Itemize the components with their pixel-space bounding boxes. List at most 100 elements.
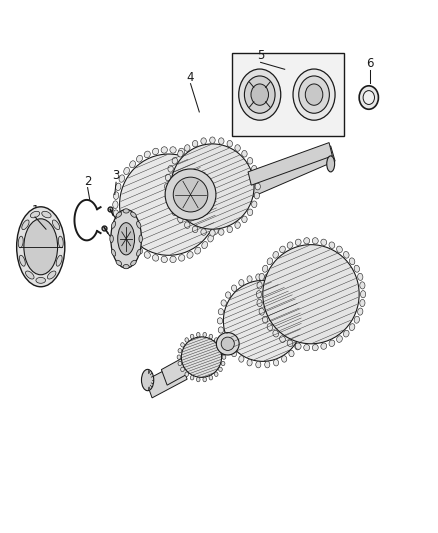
Ellipse shape [267, 324, 272, 330]
Ellipse shape [265, 274, 270, 280]
Ellipse shape [218, 327, 223, 333]
Circle shape [244, 76, 275, 114]
Ellipse shape [172, 157, 177, 164]
Ellipse shape [181, 343, 184, 347]
Ellipse shape [256, 290, 261, 298]
Ellipse shape [116, 183, 121, 191]
Ellipse shape [282, 279, 287, 286]
Ellipse shape [210, 230, 215, 236]
Ellipse shape [219, 367, 222, 372]
Ellipse shape [255, 183, 260, 190]
Ellipse shape [221, 336, 226, 342]
Ellipse shape [273, 276, 279, 282]
Ellipse shape [227, 141, 233, 147]
Ellipse shape [303, 318, 308, 324]
Ellipse shape [56, 255, 62, 266]
Ellipse shape [213, 175, 218, 182]
Ellipse shape [203, 377, 206, 382]
Ellipse shape [279, 246, 285, 253]
Ellipse shape [110, 235, 113, 243]
Ellipse shape [165, 169, 216, 220]
Ellipse shape [321, 343, 327, 349]
Ellipse shape [152, 148, 159, 155]
Ellipse shape [209, 375, 212, 380]
Ellipse shape [202, 161, 208, 168]
Ellipse shape [239, 356, 244, 362]
Ellipse shape [216, 219, 222, 227]
Ellipse shape [197, 377, 200, 382]
Ellipse shape [219, 201, 225, 208]
Circle shape [363, 91, 374, 104]
Ellipse shape [218, 309, 223, 315]
Ellipse shape [181, 337, 222, 377]
Ellipse shape [221, 300, 226, 306]
Ellipse shape [251, 201, 257, 208]
Ellipse shape [219, 192, 224, 199]
Ellipse shape [118, 223, 134, 255]
Ellipse shape [137, 249, 141, 256]
Ellipse shape [165, 183, 170, 190]
Ellipse shape [213, 227, 218, 235]
Ellipse shape [36, 277, 46, 284]
Ellipse shape [360, 300, 365, 306]
Ellipse shape [111, 221, 116, 228]
Ellipse shape [247, 359, 252, 366]
Ellipse shape [185, 372, 188, 376]
Ellipse shape [124, 235, 130, 242]
Ellipse shape [215, 372, 218, 376]
Ellipse shape [247, 157, 253, 164]
Ellipse shape [254, 174, 259, 181]
Ellipse shape [257, 300, 262, 306]
Ellipse shape [192, 226, 198, 232]
Ellipse shape [321, 239, 327, 246]
Ellipse shape [259, 273, 264, 280]
Ellipse shape [170, 256, 176, 263]
Ellipse shape [152, 255, 159, 261]
Ellipse shape [187, 151, 193, 158]
Ellipse shape [208, 235, 213, 242]
Ellipse shape [116, 260, 122, 265]
Ellipse shape [257, 282, 262, 289]
Ellipse shape [302, 309, 307, 315]
Ellipse shape [302, 327, 307, 333]
Ellipse shape [30, 211, 40, 218]
Ellipse shape [161, 256, 167, 263]
Ellipse shape [113, 201, 118, 208]
Ellipse shape [178, 361, 182, 366]
Ellipse shape [168, 165, 173, 172]
Ellipse shape [267, 258, 272, 265]
Ellipse shape [219, 138, 224, 144]
Ellipse shape [273, 359, 279, 366]
Ellipse shape [256, 274, 261, 280]
Circle shape [293, 69, 335, 120]
Ellipse shape [113, 210, 119, 217]
Ellipse shape [191, 375, 194, 380]
Ellipse shape [139, 235, 142, 243]
Ellipse shape [337, 336, 343, 342]
Ellipse shape [177, 355, 181, 359]
Ellipse shape [130, 161, 135, 168]
Ellipse shape [42, 211, 51, 218]
Circle shape [305, 84, 323, 106]
Ellipse shape [263, 245, 359, 344]
Ellipse shape [137, 155, 142, 162]
Ellipse shape [259, 308, 264, 315]
Ellipse shape [221, 349, 225, 353]
Ellipse shape [337, 246, 343, 253]
Ellipse shape [202, 241, 208, 248]
Ellipse shape [210, 137, 215, 143]
Ellipse shape [221, 361, 225, 366]
Ellipse shape [279, 336, 285, 342]
Ellipse shape [123, 264, 129, 269]
Ellipse shape [221, 337, 234, 351]
Ellipse shape [262, 265, 268, 272]
Text: 4: 4 [187, 71, 194, 84]
Ellipse shape [113, 192, 119, 199]
Ellipse shape [235, 222, 240, 228]
Ellipse shape [329, 242, 335, 248]
Ellipse shape [161, 147, 167, 153]
Ellipse shape [47, 271, 56, 279]
Ellipse shape [119, 175, 124, 182]
Ellipse shape [130, 241, 135, 248]
Ellipse shape [191, 334, 194, 339]
